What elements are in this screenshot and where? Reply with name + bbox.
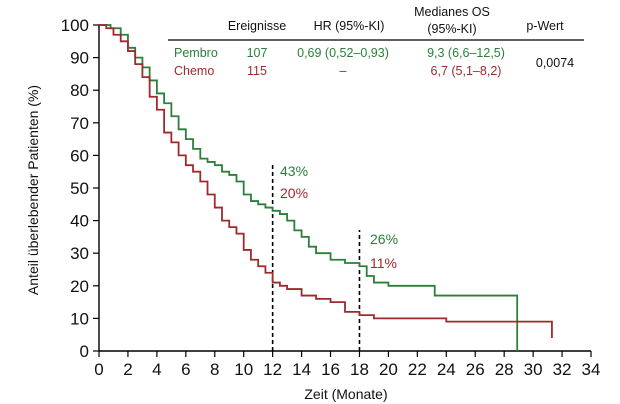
row-pembro-events: 107: [247, 46, 268, 60]
header-events: Ereignisse: [228, 19, 286, 33]
x-tick-label: 8: [210, 360, 219, 379]
x-tick-label: 20: [379, 360, 398, 379]
x-tick-label: 18: [350, 360, 369, 379]
x-tick-label: 26: [466, 360, 485, 379]
x-tick-label: 6: [181, 360, 190, 379]
row-chemo-hr: –: [340, 64, 347, 78]
legend-table: Ereignisse HR (95%-KI) Medianes OS (95%-…: [168, 5, 584, 78]
x-tick-label: 34: [582, 360, 601, 379]
x-tick-label: 24: [437, 360, 456, 379]
series-chemo-line: [99, 24, 553, 338]
x-tick-label: 14: [292, 360, 311, 379]
row-pembro-hr: 0,69 (0,52–0,93): [297, 46, 389, 60]
header-os-line2: (95%-KI): [427, 22, 476, 36]
y-tick-label: 0: [80, 342, 89, 361]
y-axis-title: Anteil überlebender Patienten (%): [25, 85, 41, 295]
y-tick-label: 70: [70, 114, 89, 133]
y-tick-label: 20: [70, 277, 89, 296]
row-pembro-os: 9,3 (6,6–12,5): [427, 46, 505, 60]
y-tick-label: 30: [70, 244, 89, 263]
y-tick-label: 60: [70, 146, 89, 165]
x-tick-label: 0: [94, 360, 103, 379]
row-chemo-label: Chemo: [174, 64, 214, 78]
x-tick-label: 4: [152, 360, 161, 379]
annotation-pembro-12: 43%: [280, 163, 308, 179]
y-tick-label: 90: [70, 49, 89, 68]
y-tick-label: 100: [61, 16, 89, 35]
annotation-chemo-12: 20%: [280, 185, 308, 201]
x-tick-label: 16: [321, 360, 340, 379]
header-hr: HR (95%-KI): [314, 19, 385, 33]
y-tick-label: 40: [70, 212, 89, 231]
row-pembro-label: Pembro: [174, 46, 218, 60]
annotation-chemo-18: 11%: [370, 255, 397, 271]
y-tick-label: 80: [70, 81, 89, 100]
x-axis-title: Zeit (Monate): [304, 386, 387, 402]
row-chemo-events: 115: [247, 64, 267, 78]
header-p: p-Wert: [526, 19, 564, 33]
plot-area: 0 2 4 6 8 10 12 14 16 18 20 22 24 26 28 30 32 34010203040…: [61, 16, 601, 379]
x-tick-label: 10: [234, 360, 253, 379]
p-value: 0,0074: [536, 56, 574, 70]
series-pembro-line: [99, 24, 519, 351]
y-tick-label: 10: [70, 309, 89, 328]
x-tick-label: 12: [263, 360, 282, 379]
header-os-line1: Medianes OS: [414, 5, 490, 19]
x-tick-label: 28: [495, 360, 514, 379]
x-tick-label: 22: [408, 360, 427, 379]
x-tick-label: 30: [524, 360, 543, 379]
annotation-pembro-18: 26%: [370, 231, 398, 247]
row-chemo-os: 6,7 (5,1–8,2): [431, 64, 502, 78]
y-tick-label: 50: [70, 179, 89, 198]
x-tick-label: 2: [123, 360, 132, 379]
x-tick-label: 32: [553, 360, 572, 379]
